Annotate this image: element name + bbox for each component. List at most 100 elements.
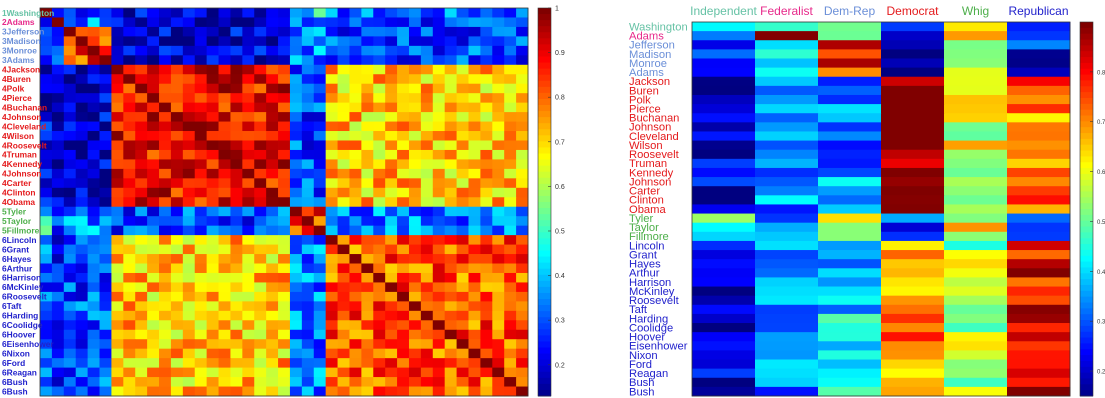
heatmap-cell [504, 386, 517, 397]
heatmap-cell [361, 112, 374, 122]
heatmap-cell [444, 225, 457, 236]
party-row-label: Buchanan [629, 113, 679, 125]
party-cell [881, 76, 945, 87]
heatmap-cell [123, 282, 136, 293]
heatmap-cell [75, 282, 89, 293]
heatmap-cell [63, 254, 77, 264]
heatmap-cell [266, 225, 279, 236]
colorbar-segment [538, 62, 551, 70]
heatmap-cell [242, 377, 255, 387]
heatmap-cell [349, 339, 362, 350]
heatmap-cell [230, 386, 243, 397]
heatmap-cell [516, 282, 529, 293]
heatmap-cell [99, 93, 112, 104]
heatmap-cell [242, 140, 255, 151]
heatmap-cell [468, 26, 481, 37]
heatmap-cell [385, 93, 398, 104]
heatmap-cell [337, 367, 350, 378]
party-cell [755, 113, 819, 123]
heatmap-cell [218, 64, 231, 75]
heatmap-cell [99, 26, 112, 37]
heatmap-cell [230, 64, 243, 75]
colorbar-segment [1080, 366, 1093, 374]
colorbar-segment [538, 129, 551, 136]
heatmap-cell [385, 26, 398, 37]
heatmap-cell [111, 64, 124, 75]
heatmap-cell [420, 45, 434, 56]
heatmap-cell [278, 149, 291, 160]
heatmap-cell [111, 112, 124, 122]
colorbar-segment [1080, 296, 1093, 303]
heatmap-cell [135, 377, 148, 387]
heatmap-cell [301, 36, 315, 47]
heatmap-cell [325, 206, 338, 217]
heatmap-cell [135, 339, 148, 350]
heatmap-cell [242, 244, 255, 255]
heatmap-cell [242, 83, 255, 94]
heatmap-cell [289, 197, 303, 208]
heatmap-cell [468, 17, 481, 28]
heatmap-cell [111, 244, 124, 255]
heatmap-cell [170, 45, 184, 56]
party-row-label: Johnson [629, 122, 671, 134]
heatmap-cell [325, 121, 338, 132]
heatmap-cell [135, 244, 148, 255]
heatmap-cell [135, 64, 148, 75]
heatmap-cell [325, 225, 338, 236]
row-label: 6Harding [2, 311, 38, 321]
heatmap-cell [301, 140, 315, 151]
heatmap-cell [504, 74, 517, 85]
heatmap-cell [385, 225, 398, 236]
party-cell [818, 195, 882, 205]
heatmap-cell [325, 17, 338, 28]
party-cell [881, 177, 945, 187]
heatmap-cell [361, 197, 374, 208]
colorbar-segment [538, 8, 551, 15]
heatmap-cell [266, 282, 279, 293]
heatmap-cell [242, 26, 255, 37]
column-label: Whig [962, 4, 989, 18]
party-cell [881, 386, 945, 397]
party-cell [1007, 386, 1071, 397]
party-cell [1007, 104, 1071, 114]
heatmap-cell [230, 121, 243, 132]
heatmap-cell [75, 320, 89, 331]
heatmap-cell [242, 272, 255, 283]
heatmap-cell [111, 339, 124, 350]
heatmap-cell [51, 367, 65, 378]
heatmap-cell [468, 235, 481, 245]
heatmap-cell [254, 320, 267, 331]
heatmap-cell [218, 216, 231, 227]
heatmap-cell [408, 8, 422, 18]
heatmap-cell [254, 225, 267, 236]
colorbar-segment [538, 244, 551, 251]
heatmap-cell [254, 178, 267, 189]
heatmap-cell [230, 178, 243, 189]
heatmap-cell [159, 131, 172, 141]
heatmap-cell [432, 254, 446, 264]
row-label: 6Grant [2, 244, 29, 254]
heatmap-cell [456, 26, 469, 37]
party-row-label: Wilson [629, 140, 663, 152]
heatmap-cell [361, 74, 374, 85]
colorbar-tick-label: 0.9 [555, 50, 565, 57]
heatmap-cell [468, 348, 481, 359]
party-cell [881, 359, 945, 370]
colorbar-segment [1080, 372, 1093, 379]
party-cell [944, 131, 1008, 141]
heatmap-cell [361, 168, 374, 179]
row-label: 4Johnson [2, 112, 42, 122]
party-cell [1007, 40, 1071, 50]
party-cell [1007, 268, 1071, 278]
heatmap-cell [468, 291, 481, 302]
heatmap-cell [230, 358, 243, 369]
party-cell [755, 140, 819, 151]
heatmap-cell [159, 102, 172, 113]
heatmap-cell [63, 225, 77, 236]
colorbar-segment [1080, 191, 1093, 198]
heatmap-cell [504, 282, 517, 293]
party-cell [818, 277, 882, 287]
heatmap-cell [87, 216, 100, 227]
heatmap-cell [385, 235, 398, 245]
heatmap-cell [456, 244, 469, 255]
